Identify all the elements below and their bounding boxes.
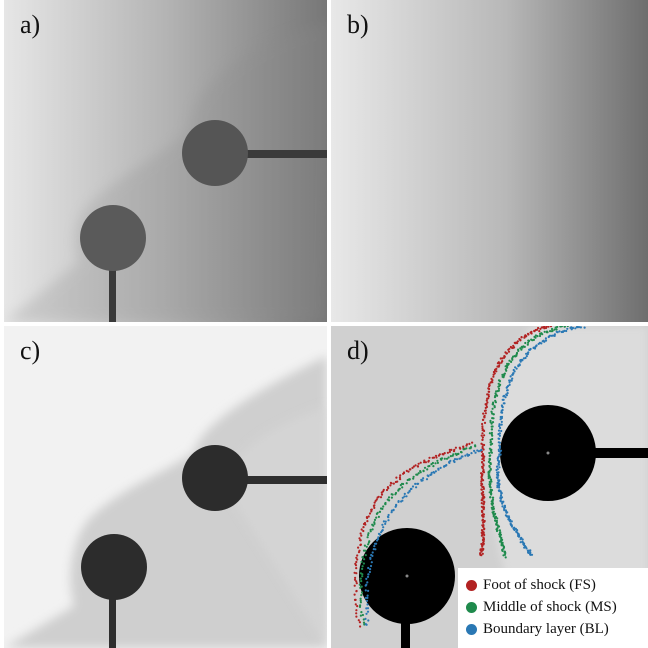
panel-c-corrected-image: c) xyxy=(4,326,327,648)
legend: Foot of shock (FS) Middle of shock (MS) … xyxy=(458,568,648,648)
panel-d-feature-image xyxy=(331,326,648,648)
panel-c-schlieren-image xyxy=(4,326,327,648)
legend-label-ms: Middle of shock (MS) xyxy=(483,598,617,615)
panel-c-label: c) xyxy=(20,336,41,365)
panel-b-label: b) xyxy=(347,10,369,39)
panel-d-label: d) xyxy=(347,336,369,365)
panel-a-label: a) xyxy=(20,10,41,39)
middle-of-shock-points xyxy=(358,326,569,626)
panel-a-schlieren-image xyxy=(4,0,327,322)
legend-item-bl: Boundary layer (BL) xyxy=(466,618,648,640)
fs-dot-icon xyxy=(466,579,477,591)
legend-label-fs: Foot of shock (FS) xyxy=(483,576,596,593)
boundary-layer-points xyxy=(364,326,586,626)
ms-dot-icon xyxy=(466,601,477,613)
panel-b-gradient-image xyxy=(331,0,648,322)
panel-b-background-image: b) xyxy=(331,0,648,322)
bl-dot-icon xyxy=(466,623,477,635)
legend-item-fs: Foot of shock (FS) xyxy=(466,574,648,596)
panel-a-raw-image: a) xyxy=(4,0,327,322)
legend-label-bl: Boundary layer (BL) xyxy=(483,620,609,637)
panel-d-detected-features: d) Foot of shock (FS) Middle of shock (M… xyxy=(331,326,648,648)
foot-of-shock-points xyxy=(353,326,553,628)
legend-item-ms: Middle of shock (MS) xyxy=(466,596,648,618)
